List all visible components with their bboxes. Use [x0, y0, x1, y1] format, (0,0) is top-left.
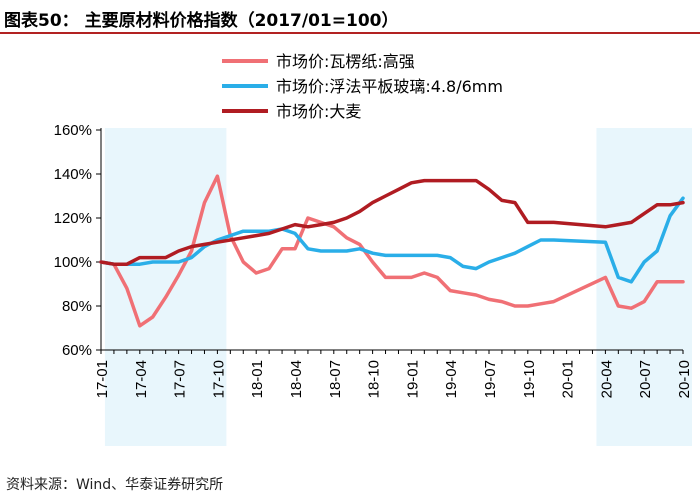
- x-tick-label: 19-01: [404, 360, 421, 398]
- y-tick-label: 60%: [62, 342, 92, 359]
- x-tick-label: 20-04: [598, 360, 615, 398]
- x-tick-label: 17-07: [172, 360, 189, 398]
- x-tick-label: 18-07: [327, 360, 344, 398]
- legend-label-1: 市场价:瓦楞纸:高强: [276, 52, 415, 71]
- axes: 60% 80% 100% 120% 140% 160% 17-01 17-04 17-07 17-…: [54, 122, 693, 398]
- shaded-regions: [104, 128, 692, 446]
- x-tick-label: 17-01: [94, 360, 111, 398]
- source-note: 资料来源：Wind、华泰证券研究所: [6, 477, 224, 493]
- x-tick-label: 18-04: [288, 360, 305, 398]
- x-tick-label: 19-07: [482, 360, 499, 398]
- legend-label-3: 市场价:大麦: [276, 102, 361, 121]
- legend-label-2: 市场价:浮法平板玻璃:4.8/6mm: [276, 77, 503, 96]
- x-tick-label: 17-04: [133, 360, 150, 398]
- x-tick-label: 17-10: [210, 360, 227, 398]
- series-line-1: [99, 174, 685, 328]
- y-tick-label: 140%: [54, 166, 92, 183]
- x-tick-label: 19-04: [443, 360, 460, 398]
- x-tick-label: 20-07: [637, 360, 654, 398]
- shaded-range-1: [104, 128, 227, 446]
- series-lines: [99, 174, 685, 328]
- shaded-range-2: [596, 128, 692, 446]
- chart-title: 图表50： 主要原材料价格指数（2017/01=100）: [4, 11, 399, 31]
- title-bar: 图表50： 主要原材料价格指数（2017/01=100）: [0, 0, 700, 34]
- y-tick-label: 80%: [62, 298, 92, 315]
- series-line-3: [99, 178, 685, 266]
- x-tick-label: 19-10: [521, 360, 538, 398]
- x-tick-label: 18-01: [249, 360, 266, 398]
- series-line-2: [99, 196, 685, 284]
- y-tick-label: 100%: [54, 254, 92, 271]
- x-tick-label: 20-10: [676, 360, 693, 398]
- x-tick-label: 20-01: [560, 360, 577, 398]
- y-tick-label: 160%: [54, 122, 92, 139]
- chart: 60% 80% 100% 120% 140% 160% 17-01 17-04 17-07 17-…: [54, 52, 693, 446]
- x-tick-label: 18-10: [366, 360, 383, 398]
- y-tick-label: 120%: [54, 210, 92, 227]
